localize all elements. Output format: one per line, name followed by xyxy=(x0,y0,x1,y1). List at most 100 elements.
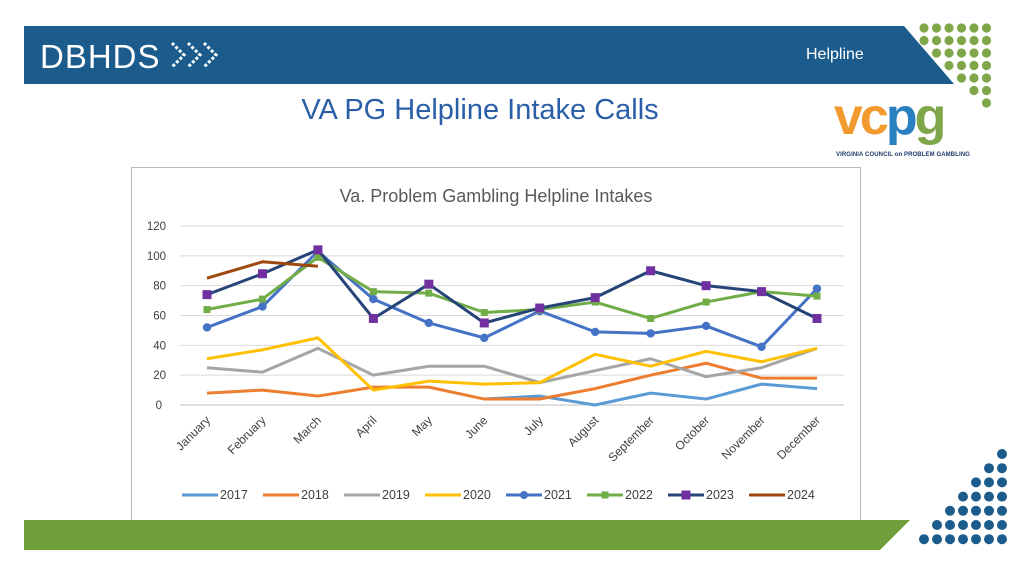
dot xyxy=(919,534,929,545)
dot xyxy=(944,23,954,33)
x-tick-label: February xyxy=(225,413,269,457)
series-2017 xyxy=(484,382,818,407)
legend-item: 2021 xyxy=(506,488,572,502)
dot xyxy=(971,477,981,488)
x-tick-label: September xyxy=(605,413,656,464)
legend-item: 2020 xyxy=(425,488,491,502)
data-point xyxy=(202,290,212,300)
y-tick-label: 80 xyxy=(153,281,166,293)
x-tick-label: January xyxy=(173,413,213,453)
x-tick-label: December xyxy=(774,413,823,462)
dot xyxy=(971,520,981,530)
data-point xyxy=(701,281,711,291)
dot xyxy=(981,73,992,83)
dot xyxy=(997,534,1007,545)
series-2020 xyxy=(206,336,818,392)
dot xyxy=(945,534,955,545)
series-2018 xyxy=(206,361,817,401)
legend-item: 2018 xyxy=(263,488,329,502)
legend-item: 2019 xyxy=(344,488,410,502)
series-line xyxy=(206,260,319,280)
legend-label: 2023 xyxy=(706,488,734,502)
data-point xyxy=(701,321,711,331)
series-2019 xyxy=(206,346,818,385)
dot xyxy=(981,85,992,96)
legend-label: 2019 xyxy=(382,488,410,502)
data-point xyxy=(257,269,267,279)
data-point xyxy=(480,309,488,317)
dot xyxy=(932,520,942,530)
dot xyxy=(969,23,979,33)
data-point xyxy=(646,266,656,276)
y-tick-label: 100 xyxy=(147,251,166,263)
dot xyxy=(945,505,955,516)
x-tick-label: July xyxy=(521,413,546,438)
data-point xyxy=(369,288,377,296)
series-2024 xyxy=(206,260,319,280)
dot xyxy=(969,35,979,46)
data-point xyxy=(813,292,821,300)
dot xyxy=(997,491,1007,502)
dot xyxy=(956,23,967,33)
data-point xyxy=(590,327,600,337)
dot xyxy=(956,35,967,46)
page-title: VA PG Helpline Intake Calls xyxy=(301,94,659,126)
dot xyxy=(984,477,994,488)
data-point xyxy=(646,329,655,338)
dot xyxy=(956,73,967,83)
chart-container: Va. Problem Gambling Helpline Intakes 0 2… xyxy=(131,167,861,522)
blue-dots-decoration xyxy=(919,449,1007,545)
green-dots-decoration xyxy=(919,23,992,108)
dot xyxy=(997,463,1007,474)
dot xyxy=(984,491,994,502)
dot xyxy=(981,35,992,46)
dot xyxy=(997,520,1007,530)
data-point xyxy=(479,318,489,328)
legend-label: 2018 xyxy=(301,488,329,502)
dot xyxy=(945,520,955,530)
legend-item: 2022 xyxy=(587,488,653,502)
dot xyxy=(956,48,967,58)
data-point xyxy=(313,245,323,255)
dot xyxy=(969,85,979,96)
vcpg-logo: vcpg xyxy=(834,94,947,146)
data-point xyxy=(424,318,434,328)
dot xyxy=(931,23,942,33)
legend-label: 2024 xyxy=(787,488,815,502)
dot xyxy=(984,534,994,545)
legend-label: 2022 xyxy=(625,488,653,502)
series-2021 xyxy=(202,247,822,352)
footer-bar xyxy=(24,520,910,550)
data-point xyxy=(369,294,378,304)
dot xyxy=(981,23,992,33)
data-point xyxy=(480,333,489,343)
dot xyxy=(958,505,968,516)
dot xyxy=(944,35,954,46)
data-point xyxy=(202,323,212,332)
series-line xyxy=(206,249,819,349)
legend-label: 2017 xyxy=(220,488,248,502)
x-tick-label: May xyxy=(409,413,435,439)
legend-marker xyxy=(681,490,691,500)
data-point xyxy=(258,302,267,311)
series-2023 xyxy=(202,245,822,328)
data-point xyxy=(535,303,545,313)
data-point xyxy=(258,295,266,303)
y-tick-label: 20 xyxy=(153,370,166,382)
data-point xyxy=(757,342,766,352)
legend-marker xyxy=(520,491,528,499)
chevrons-icon xyxy=(170,41,219,69)
line-chart: Va. Problem Gambling Helpline Intakes 0 2… xyxy=(147,186,844,502)
dot xyxy=(944,60,954,71)
legend-item: 2023 xyxy=(668,488,734,502)
chart-title: Va. Problem Gambling Helpline Intakes xyxy=(340,186,653,206)
data-point xyxy=(425,289,433,297)
legend-label: 2020 xyxy=(463,488,491,502)
header-banner xyxy=(24,26,954,84)
dot xyxy=(997,505,1007,516)
dot xyxy=(981,48,992,58)
dot xyxy=(971,505,981,516)
data-point xyxy=(812,313,822,323)
vcpg-logo-text: vcpg xyxy=(834,94,944,146)
dot xyxy=(981,98,992,108)
